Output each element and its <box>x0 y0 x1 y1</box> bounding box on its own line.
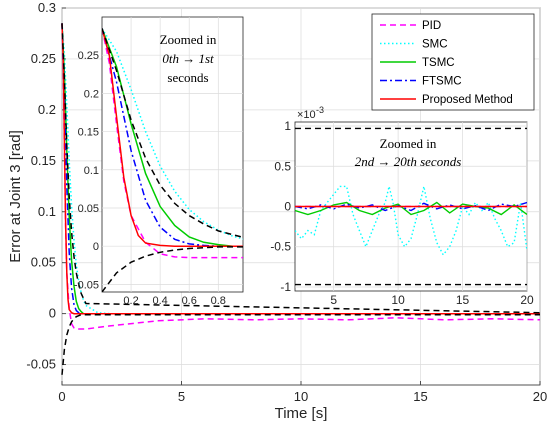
x-tick-label: 5 <box>178 389 185 404</box>
inset2-title-line-1: Zoomed in <box>380 136 437 151</box>
inset2-series-line-1 <box>295 185 527 257</box>
inset1-y-tick-label: 0.25 <box>78 50 99 62</box>
inset2-y-tick-label: -0.5 <box>270 240 291 254</box>
inset2-title-line-2: 2nd → 20th seconds <box>355 154 462 169</box>
inset-1: 0.2 0.4 0.6 0.8 -0.05 0 0.05 0.1 0.15 0.2 0.25 Zoom… <box>74 16 244 307</box>
inset2-exponent-power: -3 <box>316 105 324 115</box>
inset1-series-line-2 <box>102 28 243 247</box>
inset1-x-tick-label: 0.8 <box>211 295 226 307</box>
inset1-title-line-1: Zoomed in <box>160 32 217 47</box>
x-tick-label: 0 <box>58 389 65 404</box>
legend-label-4: Proposed Method <box>422 94 513 106</box>
x-tick-label: 15 <box>413 389 427 404</box>
inset1-series-line-6 <box>102 246 243 292</box>
inset1-title-line-3: seconds <box>167 70 208 85</box>
inset2-y-tick-label: 0 <box>284 200 291 214</box>
inset1-y-tick-label: 0.1 <box>84 165 99 177</box>
inset2-x-tick-label: 15 <box>456 293 470 307</box>
inset2-x-tick-label: 20 <box>520 293 534 307</box>
inset2-series-line-2 <box>295 201 527 216</box>
x-tick-label: 10 <box>294 389 308 404</box>
inset2-y-tick-label: 1 <box>284 119 291 133</box>
inset1-y-tick-label: 0.15 <box>78 127 99 139</box>
main-series <box>61 23 541 375</box>
y-tick-label: 0.1 <box>38 204 56 219</box>
legend-label-3: FTSMC <box>422 76 462 88</box>
inset2-y-tick-label: -1 <box>280 280 291 294</box>
inset1-series-line-4 <box>102 28 243 247</box>
series-line-4 <box>61 23 540 315</box>
y-axis-label: Error at Joint 3 [rad] <box>7 130 24 263</box>
x-axis-label: Time [s] <box>275 405 328 422</box>
inset1-title-line-2: 0th → 1st <box>162 51 214 66</box>
inset1-y-tick-label: 0 <box>93 241 99 253</box>
legend: PID SMC TSMC FTSMC Proposed Method <box>371 13 535 111</box>
legend-label-1: SMC <box>422 39 448 51</box>
legend-label-0: PID <box>422 20 441 32</box>
series-line-0 <box>61 23 541 330</box>
inset1-x-tick-label: 0.6 <box>182 295 197 307</box>
inset1-x-tick-label: 0.4 <box>152 295 167 307</box>
y-tick-label: 0.15 <box>31 153 56 168</box>
inset2-x-tick-label: 10 <box>391 293 405 307</box>
y-tick-label: 0.05 <box>31 255 56 270</box>
inset2-exponent-base: ×10 <box>297 109 316 121</box>
y-tick-label: -0.05 <box>26 357 56 372</box>
x-tick-label: 20 <box>533 389 547 404</box>
y-tick-label: 0.2 <box>38 102 56 117</box>
inset1-x-tick-label: 0.2 <box>123 295 138 307</box>
inset1-series-line-5 <box>102 28 243 239</box>
inset2-y-tick-label: 0.5 <box>274 159 291 173</box>
inset2-x-tick-label: 5 <box>330 293 337 307</box>
series-line-6 <box>61 313 540 375</box>
inset1-y-tick-label: 0.2 <box>84 88 99 100</box>
y-tick-label: 0.25 <box>31 51 56 66</box>
inset-2: 5 10 15 20 -1 -0.5 0 0.5 1 ×10 -3 Zoomed in 2nd → 20… <box>270 105 534 307</box>
inset1-y-tick-label: 0.05 <box>78 203 99 215</box>
inset1-y-tick-label: -0.05 <box>74 279 99 291</box>
inset1-series <box>102 28 243 292</box>
inset2-series <box>295 127 527 286</box>
series-line-5 <box>61 23 541 314</box>
y-tick-label: 0.3 <box>38 0 56 15</box>
inset2-series-line-3 <box>295 201 527 212</box>
y-tick-label: 0 <box>49 306 56 321</box>
legend-label-2: TSMC <box>422 57 455 69</box>
